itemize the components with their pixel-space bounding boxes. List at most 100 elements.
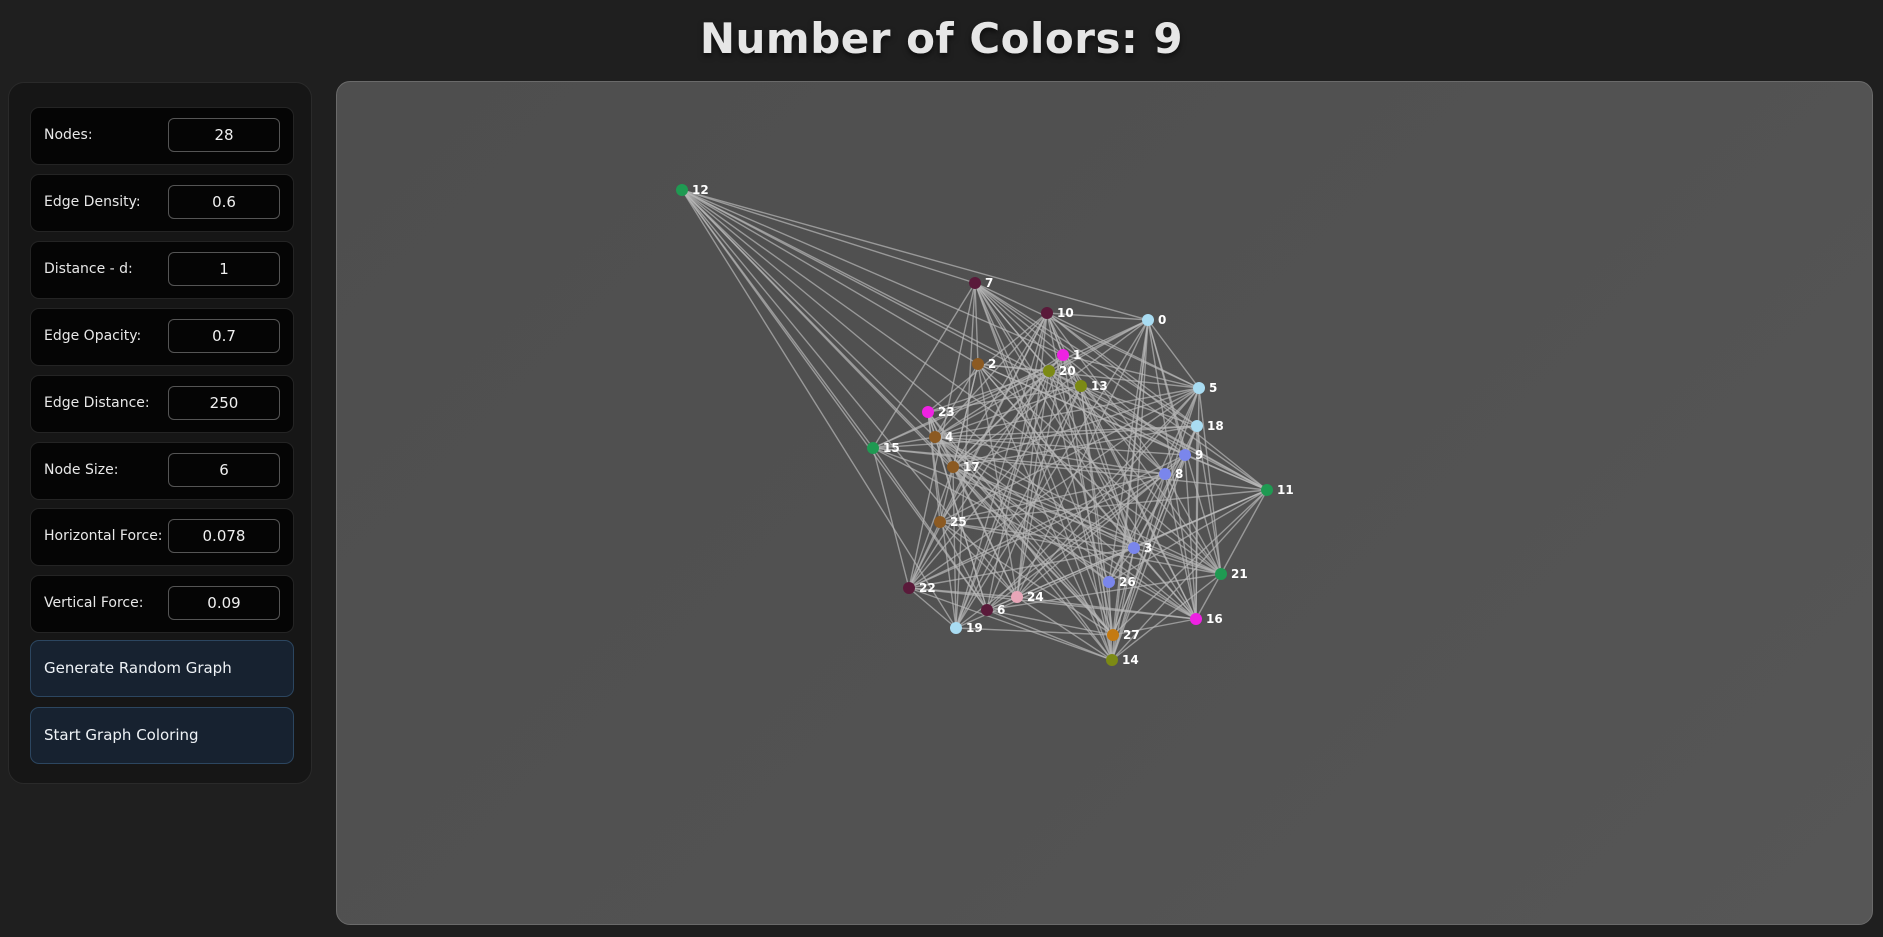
vertical-force-input[interactable]: 0.09 <box>168 586 280 620</box>
node-circle[interactable] <box>1193 382 1205 394</box>
graph-node-23[interactable]: 23 <box>922 405 955 419</box>
graph-node-25[interactable]: 25 <box>934 515 967 529</box>
graph-node-12[interactable]: 12 <box>676 183 709 197</box>
node-circle[interactable] <box>922 406 934 418</box>
distance-d-input[interactable]: 1 <box>168 252 280 286</box>
graph-node-8[interactable]: 8 <box>1159 467 1183 481</box>
graph-node-13[interactable]: 13 <box>1075 379 1108 393</box>
graph-node-18[interactable]: 18 <box>1191 419 1224 433</box>
distance-d-field: Distance - d: 1 <box>30 241 294 299</box>
node-circle[interactable] <box>1128 542 1140 554</box>
graph-node-14[interactable]: 14 <box>1106 653 1139 667</box>
graph-edge <box>927 411 988 611</box>
node-label: 2 <box>988 357 996 371</box>
node-circle[interactable] <box>947 461 959 473</box>
graph-edge <box>1046 312 1200 389</box>
horizontal-force-input[interactable]: 0.078 <box>168 519 280 553</box>
graph-node-11[interactable]: 11 <box>1261 483 1294 497</box>
graph-edge <box>1111 387 1200 661</box>
graph-edge <box>1133 547 1222 575</box>
control-panel: Nodes: 28 Edge Density: 0.6 Distance - d… <box>8 82 312 784</box>
graph-edge <box>1016 596 1113 661</box>
node-circle[interactable] <box>950 622 962 634</box>
node-circle[interactable] <box>1041 307 1053 319</box>
node-circle[interactable] <box>1142 314 1154 326</box>
node-label: 21 <box>1231 567 1248 581</box>
graph-edge <box>1046 312 1149 321</box>
graph-node-1[interactable]: 1 <box>1057 348 1081 362</box>
graph-edge <box>939 521 1114 636</box>
edge-opacity-input[interactable]: 0.7 <box>168 319 280 353</box>
nodes-input[interactable]: 28 <box>168 118 280 152</box>
node-circle[interactable] <box>1191 420 1203 432</box>
node-circle[interactable] <box>1011 591 1023 603</box>
graph-edge <box>872 447 1222 575</box>
graph-node-2[interactable]: 2 <box>972 357 996 371</box>
graph-node-20[interactable]: 20 <box>1043 364 1076 378</box>
graph-edge <box>908 587 1113 661</box>
node-circle[interactable] <box>972 358 984 370</box>
graph-node-16[interactable]: 16 <box>1190 612 1223 626</box>
graph-edge <box>952 466 1110 583</box>
edge-distance-input[interactable]: 250 <box>168 386 280 420</box>
graph-node-3[interactable]: 3 <box>1128 541 1152 555</box>
graph-svg: 0123456789101112131415161718192021222324… <box>676 183 1294 667</box>
edge-density-input[interactable]: 0.6 <box>168 185 280 219</box>
node-label: 19 <box>966 621 983 635</box>
node-circle[interactable] <box>1159 468 1171 480</box>
graph-edge <box>872 447 910 589</box>
graph-edge <box>955 282 976 629</box>
edge-density-field: Edge Density: 0.6 <box>30 174 294 232</box>
graph-edge <box>908 466 954 589</box>
node-circle[interactable] <box>1190 613 1202 625</box>
graph-node-15[interactable]: 15 <box>867 441 900 455</box>
node-circle[interactable] <box>1215 568 1227 580</box>
graph-node-17[interactable]: 17 <box>947 460 980 474</box>
node-circle[interactable] <box>867 442 879 454</box>
node-circle[interactable] <box>1179 449 1191 461</box>
node-circle[interactable] <box>903 582 915 594</box>
node-circle[interactable] <box>1075 380 1087 392</box>
node-label: 25 <box>950 515 967 529</box>
node-circle[interactable] <box>1103 576 1115 588</box>
graph-edge <box>977 363 1222 575</box>
graph-node-21[interactable]: 21 <box>1215 567 1248 581</box>
node-circle[interactable] <box>1043 365 1055 377</box>
node-circle[interactable] <box>1057 349 1069 361</box>
node-circle[interactable] <box>981 604 993 616</box>
graph-node-10[interactable]: 10 <box>1041 306 1074 320</box>
nodes-label: Nodes: <box>44 127 93 143</box>
graph-node-24[interactable]: 24 <box>1011 590 1044 604</box>
node-circle[interactable] <box>676 184 688 196</box>
graph-edge <box>952 466 1114 636</box>
edge-distance-field: Edge Distance: 250 <box>30 375 294 433</box>
graph-edge <box>974 282 1198 427</box>
graph-edge <box>952 466 1135 549</box>
graph-node-6[interactable]: 6 <box>981 603 1005 617</box>
graph-node-27[interactable]: 27 <box>1107 628 1140 642</box>
graph-edge <box>955 319 1149 629</box>
graph-node-5[interactable]: 5 <box>1193 381 1217 395</box>
node-circle[interactable] <box>934 516 946 528</box>
graph-canvas[interactable]: 0 1 2 3 4 5 6 7 8 9 10 11 12 13 14 15 16 17 18 19 20 21 22 23 24… <box>336 81 1873 925</box>
node-circle[interactable] <box>969 277 981 289</box>
node-circle[interactable] <box>929 431 941 443</box>
graph-node-4[interactable]: 4 <box>929 430 953 444</box>
node-circle[interactable] <box>1106 654 1118 666</box>
graph-node-22[interactable]: 22 <box>903 581 936 595</box>
node-size-input[interactable]: 6 <box>168 453 280 487</box>
graph-edge <box>1062 354 1222 575</box>
graph-edge <box>681 189 936 438</box>
node-circle[interactable] <box>1107 629 1119 641</box>
graph-node-19[interactable]: 19 <box>950 621 983 635</box>
graph-edge <box>1048 370 1113 661</box>
node-circle[interactable] <box>1261 484 1273 496</box>
graph-node-0[interactable]: 0 <box>1142 313 1166 327</box>
start-graph-coloring-button[interactable]: Start Graph Coloring <box>30 707 294 764</box>
graph-node-9[interactable]: 9 <box>1179 448 1203 462</box>
generate-random-graph-button[interactable]: Generate Random Graph <box>30 640 294 697</box>
graph-node-7[interactable]: 7 <box>969 276 993 290</box>
graph-edge <box>1108 581 1113 661</box>
graph-node-26[interactable]: 26 <box>1103 575 1136 589</box>
graph-edge <box>927 411 1113 661</box>
